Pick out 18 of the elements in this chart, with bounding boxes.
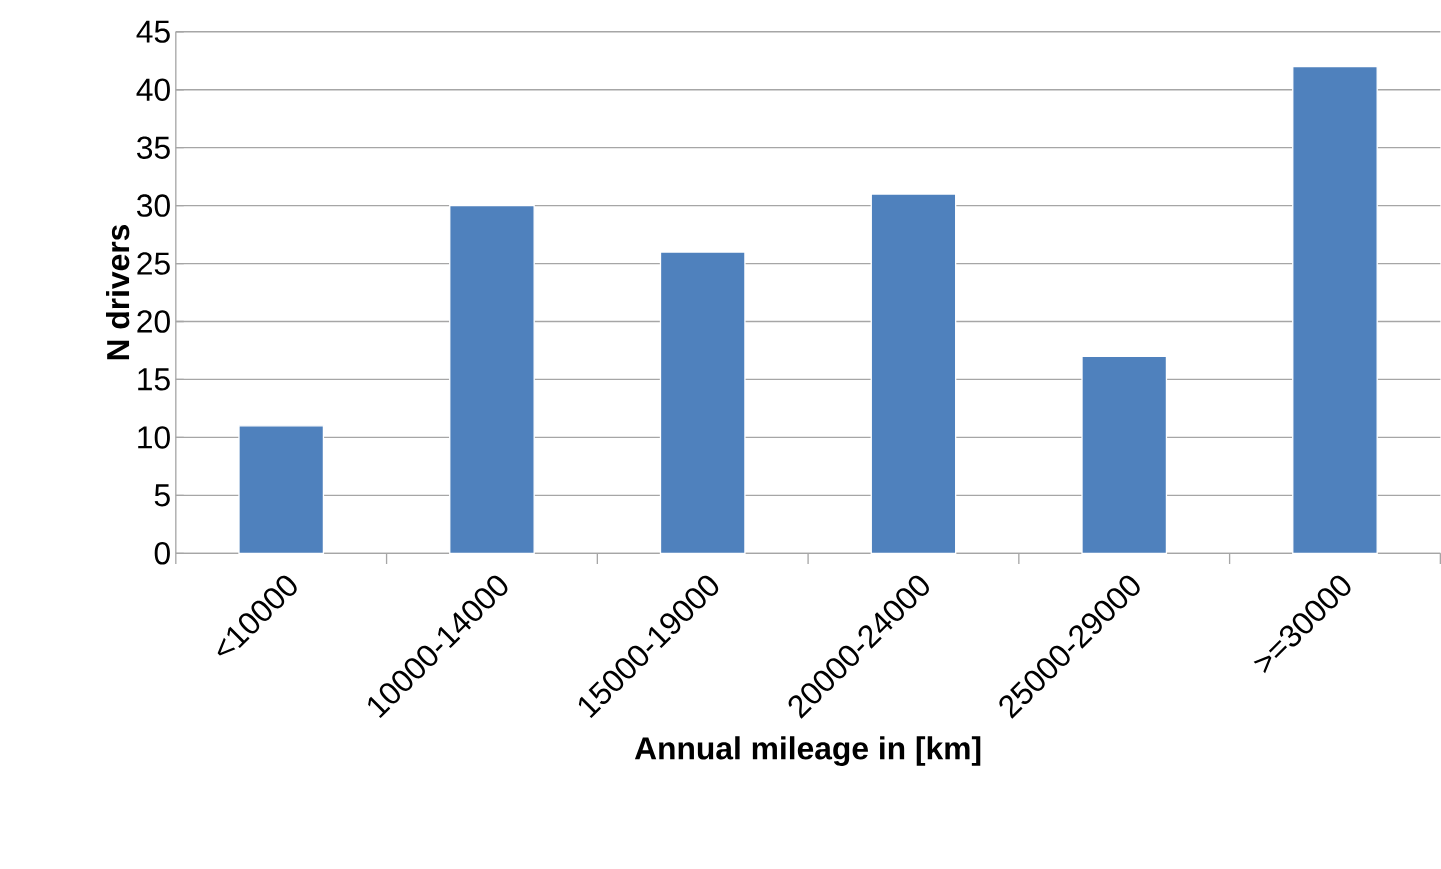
y-tick-label: 35 bbox=[136, 136, 170, 159]
y-tick-label: 15 bbox=[138, 368, 170, 391]
bar bbox=[1292, 65, 1378, 554]
bar bbox=[659, 251, 746, 554]
y-axis-title: N drivers bbox=[106, 224, 130, 360]
y-tick-label: 20 bbox=[137, 310, 170, 333]
y-tick-label: 25 bbox=[137, 252, 170, 275]
bar bbox=[449, 204, 535, 554]
x-axis-title: Annual mileage in [km] bbox=[634, 736, 981, 766]
y-tick-label: 30 bbox=[136, 194, 170, 217]
bar bbox=[870, 193, 957, 554]
y-tick-label: 45 bbox=[136, 20, 170, 43]
y-tick-label: 0 bbox=[154, 541, 170, 565]
bar bbox=[238, 425, 325, 554]
y-tick-label: 5 bbox=[154, 484, 170, 507]
bar bbox=[1081, 355, 1168, 554]
y-tick-label: 40 bbox=[136, 78, 170, 101]
y-tick-label: 10 bbox=[138, 426, 170, 449]
